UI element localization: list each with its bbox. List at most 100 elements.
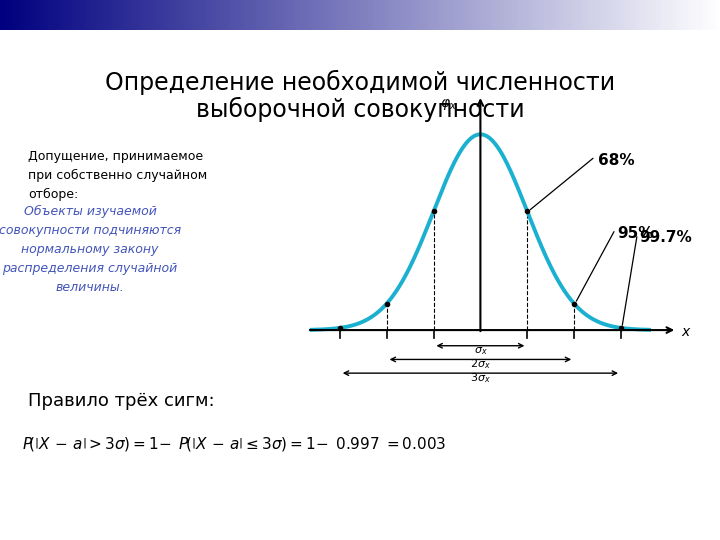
Bar <box>115 0 119 30</box>
Bar <box>518 0 522 30</box>
Bar <box>367 0 371 30</box>
Bar <box>346 0 349 30</box>
Bar <box>680 0 684 30</box>
Bar <box>266 0 270 30</box>
Bar <box>652 0 655 30</box>
Text: $x$: $x$ <box>681 325 692 339</box>
Bar <box>403 0 407 30</box>
Bar <box>623 0 626 30</box>
Bar <box>698 0 702 30</box>
Bar <box>684 0 688 30</box>
Bar <box>191 0 194 30</box>
Bar <box>522 0 526 30</box>
Bar <box>130 0 133 30</box>
Bar <box>464 0 468 30</box>
Bar <box>436 0 439 30</box>
Bar <box>281 0 284 30</box>
Bar <box>364 0 367 30</box>
Bar <box>137 0 140 30</box>
Bar <box>504 0 508 30</box>
Bar <box>306 0 310 30</box>
Bar <box>324 0 328 30</box>
Bar <box>666 0 670 30</box>
Bar <box>691 0 695 30</box>
Bar <box>223 0 227 30</box>
Bar <box>619 0 623 30</box>
Text: 95%: 95% <box>618 226 654 241</box>
Bar <box>443 0 446 30</box>
Bar <box>148 0 151 30</box>
Bar <box>493 0 497 30</box>
Bar <box>220 0 223 30</box>
Bar <box>162 0 166 30</box>
Bar <box>292 0 295 30</box>
Bar <box>511 0 515 30</box>
Bar <box>479 0 482 30</box>
Bar <box>58 0 61 30</box>
Text: $P\!\left(\left|X\,-\,a\right|>3\sigma\right)=1\!-\;$$P\!\left(\left|X\,-\,a\rig: $P\!\left(\left|X\,-\,a\right|>3\sigma\r… <box>22 435 446 453</box>
Bar <box>43 0 47 30</box>
Bar <box>256 0 259 30</box>
Bar <box>616 0 619 30</box>
Bar <box>18 0 22 30</box>
Bar <box>202 0 205 30</box>
Bar <box>418 0 421 30</box>
Bar <box>572 0 576 30</box>
Bar <box>331 0 335 30</box>
Bar <box>180 0 184 30</box>
Bar <box>248 0 252 30</box>
Bar <box>29 0 32 30</box>
Bar <box>68 0 72 30</box>
Bar <box>706 0 709 30</box>
Bar <box>166 0 169 30</box>
Bar <box>551 0 554 30</box>
Bar <box>414 0 418 30</box>
Text: Правило трёх сигм:: Правило трёх сигм: <box>28 392 215 410</box>
Bar <box>104 0 108 30</box>
Bar <box>245 0 248 30</box>
Text: $\varphi_x$: $\varphi_x$ <box>440 97 457 112</box>
Text: 68%: 68% <box>598 153 634 168</box>
Text: $\sigma_x$: $\sigma_x$ <box>474 346 487 357</box>
Bar <box>40 0 43 30</box>
Bar <box>450 0 454 30</box>
Bar <box>695 0 698 30</box>
Text: Допущение, принимаемое
при собственно случайном
отборе:: Допущение, принимаемое при собственно сл… <box>28 150 207 201</box>
Text: Определение необходимой численности: Определение необходимой численности <box>105 70 615 95</box>
Bar <box>50 0 54 30</box>
Bar <box>709 0 713 30</box>
Bar <box>274 0 277 30</box>
Bar <box>587 0 590 30</box>
Text: 99.7%: 99.7% <box>639 231 693 245</box>
Bar <box>544 0 547 30</box>
Bar <box>169 0 173 30</box>
Bar <box>320 0 324 30</box>
Bar <box>598 0 601 30</box>
Bar <box>108 0 112 30</box>
Bar <box>317 0 320 30</box>
Bar <box>590 0 594 30</box>
Bar <box>144 0 148 30</box>
Bar <box>61 0 65 30</box>
Bar <box>634 0 637 30</box>
Bar <box>299 0 302 30</box>
Bar <box>605 0 608 30</box>
Bar <box>360 0 364 30</box>
Bar <box>263 0 266 30</box>
Bar <box>76 0 79 30</box>
Bar <box>565 0 569 30</box>
Bar <box>338 0 342 30</box>
Bar <box>500 0 504 30</box>
Bar <box>457 0 461 30</box>
Text: Объекты изучаемой
совокупности подчиняются
нормальному закону
распределения случ: Объекты изучаемой совокупности подчиняют… <box>0 205 181 294</box>
Bar <box>374 0 378 30</box>
Bar <box>515 0 518 30</box>
Bar <box>580 0 583 30</box>
Bar <box>54 0 58 30</box>
Bar <box>400 0 403 30</box>
Bar <box>475 0 479 30</box>
Bar <box>648 0 652 30</box>
Bar <box>328 0 331 30</box>
Bar <box>335 0 338 30</box>
Bar <box>22 0 25 30</box>
